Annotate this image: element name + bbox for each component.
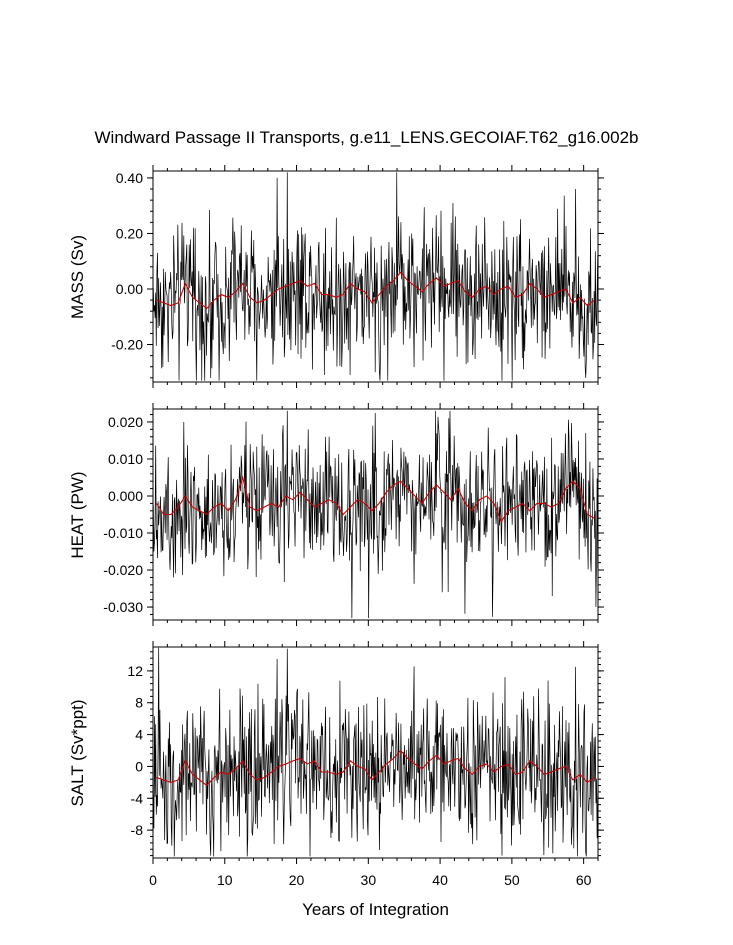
- heat-y-tick-label: 0.000: [108, 488, 143, 504]
- mass-annual-mean-line: [156, 271, 595, 310]
- heat-panel: -0.030 -0.020 -0.010 0.000 0.010 0.020: [103, 403, 604, 626]
- heat-monthly-line: [153, 410, 598, 619]
- x-tick-label: 30: [361, 872, 377, 888]
- x-tick-label: 50: [504, 872, 520, 888]
- heat-frame: [152, 408, 599, 621]
- mass-y-tick-label: -0.20: [111, 337, 143, 353]
- heat-y-tick-label: -0.030: [103, 599, 143, 615]
- mass-y-tick-label: 0.00: [116, 281, 143, 297]
- heat-y-tick-label: 0.010: [108, 451, 143, 467]
- x-tick-label: 20: [289, 872, 305, 888]
- x-tick-label: 40: [432, 872, 448, 888]
- mass-frame: [152, 170, 599, 383]
- mass-panel: -0.20 0.00 0.20 0.40: [111, 165, 604, 388]
- salt-y-tick-label: 0: [135, 758, 143, 774]
- heat-y-tick-label: -0.010: [103, 525, 143, 541]
- mass-monthly-line: [153, 172, 598, 381]
- heat-y-tick-label: 0.020: [108, 414, 143, 430]
- salt-y-tick-label: -4: [131, 790, 144, 806]
- salt-annual-mean-line: [156, 749, 595, 787]
- salt-y-tick-label: 8: [135, 695, 143, 711]
- salt-y-axis-label: SALT (Sv*ppt): [68, 698, 87, 807]
- salt-monthly-line: [153, 647, 598, 857]
- heat-annual-mean-line: [156, 475, 595, 524]
- x-tick-label: 60: [576, 872, 592, 888]
- salt-frame: [152, 646, 599, 859]
- x-tick-label: 0: [149, 872, 157, 888]
- salt-panel: -8 -4 0 4 8 12 0 10 20 30 40 50 60: [127, 641, 604, 888]
- mass-y-axis-label: MASS (Sv): [68, 234, 87, 319]
- chart-title: Windward Passage II Transports, g.e11_LE…: [94, 128, 639, 147]
- x-tick-label: 10: [217, 872, 233, 888]
- heat-y-tick-label: -0.020: [103, 562, 143, 578]
- heat-y-axis-label: HEAT (PW): [68, 470, 87, 559]
- mass-y-tick-label: 0.40: [116, 170, 143, 186]
- salt-y-tick-label: 4: [135, 727, 143, 743]
- salt-y-tick-label: 12: [127, 663, 143, 679]
- x-axis-label: Years of Integration: [302, 900, 449, 919]
- mass-y-tick-label: 0.20: [116, 225, 143, 241]
- salt-y-tick-label: -8: [131, 822, 144, 838]
